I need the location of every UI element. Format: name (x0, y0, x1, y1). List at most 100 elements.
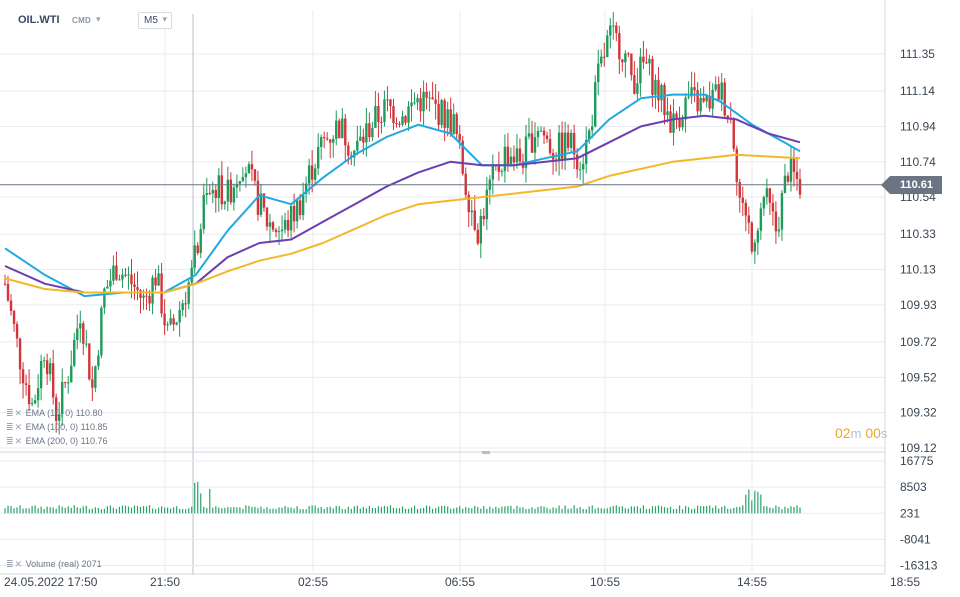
candle-body (124, 274, 127, 276)
candle-body (244, 173, 248, 178)
candle-body (416, 98, 419, 103)
volume-bars (4, 481, 801, 514)
settings-icon[interactable]: ≣ (6, 436, 14, 446)
candle-body (506, 146, 510, 164)
time-tick-label: 21:50 (150, 575, 180, 589)
candle-body (600, 56, 603, 64)
candle-body (304, 183, 308, 194)
close-icon[interactable]: ✕ (14, 422, 23, 432)
candle-body (699, 98, 702, 112)
candle-body (759, 208, 763, 231)
candle-body (6, 283, 10, 301)
timeframe-select[interactable]: M5 ▾ (138, 12, 172, 29)
volume-tick-label: -16313 (900, 559, 938, 573)
candle-body (30, 403, 34, 405)
candle-body (253, 169, 257, 181)
candle-body (85, 343, 88, 345)
price-tick-label: 109.52 (900, 370, 937, 384)
candle-body (407, 106, 410, 123)
price-tick-label: 109.32 (900, 406, 937, 420)
candle-body (744, 202, 747, 216)
candle-body (491, 165, 495, 180)
candle-body (226, 179, 230, 202)
pane-resize-handle[interactable] (482, 451, 490, 454)
candle-body (109, 280, 112, 287)
candle-body (597, 63, 600, 83)
candle-body (584, 139, 588, 164)
candle-body (235, 183, 239, 188)
candle-body (199, 229, 202, 254)
candle-body (238, 180, 242, 184)
symbol-label[interactable]: OIL.WTI (18, 14, 60, 26)
close-icon[interactable]: ✕ (14, 408, 23, 418)
candle-body (542, 130, 546, 136)
settings-icon[interactable]: ≣ (6, 559, 14, 569)
candle-body (792, 157, 796, 172)
candle-body (202, 194, 205, 230)
settings-icon[interactable]: ≣ (6, 422, 14, 432)
candle-body (127, 274, 130, 276)
price-tick-label: 109.72 (900, 335, 937, 349)
candle-body (48, 363, 52, 375)
candle-body (301, 193, 305, 216)
candle-body (79, 323, 82, 329)
candle-body (208, 193, 211, 195)
candle-body (654, 79, 657, 95)
candle-body (401, 116, 404, 125)
candle-body (452, 114, 455, 135)
candle-body (684, 97, 687, 120)
candle-body (395, 123, 398, 125)
volume-tick-label: 231 (900, 506, 920, 520)
candle-body (458, 133, 461, 141)
candle-body (247, 164, 251, 174)
candle-body (356, 140, 359, 151)
candle-body (398, 123, 401, 125)
candle-body (142, 295, 145, 298)
candle-body (581, 163, 585, 170)
timeframe-value: M5 (144, 15, 158, 26)
volume-legend[interactable]: ≣✕ Volume (real) 2071 (6, 559, 102, 569)
candle-body (648, 58, 651, 64)
candle-body (509, 156, 513, 164)
candle-body (94, 366, 97, 388)
candle-body (780, 192, 784, 230)
candle-body (319, 137, 323, 147)
price-tick-label: 109.93 (900, 298, 937, 312)
candle-body (187, 282, 190, 304)
candle-body (12, 310, 16, 324)
candle-body (627, 53, 630, 55)
ema-100-legend[interactable]: ≣✕ EMA (100, 0) 110.85 (6, 422, 108, 432)
candle-body (91, 379, 94, 388)
candle-body (455, 114, 458, 134)
candle-body (61, 382, 64, 415)
candle-body (310, 165, 314, 180)
candle-body (316, 146, 320, 169)
candle-body (467, 194, 470, 213)
candle-body (371, 127, 374, 138)
candle-body (768, 188, 772, 203)
candle-body (777, 229, 781, 232)
candle-body (527, 133, 531, 137)
candle-body (461, 140, 464, 174)
close-icon[interactable]: ✕ (14, 559, 23, 569)
candle-body (473, 210, 476, 230)
candle-body (672, 113, 675, 133)
candle-body (76, 328, 79, 340)
price-tick-label: 111.35 (900, 47, 935, 61)
settings-icon[interactable]: ≣ (6, 408, 14, 418)
candle-body (618, 33, 621, 60)
candle-body (277, 231, 281, 233)
candle-body (798, 179, 802, 195)
candle-body (338, 120, 341, 139)
ema-line (4, 114, 801, 294)
candle-body (323, 137, 326, 139)
candle-body (175, 322, 178, 325)
ema-10-legend[interactable]: ≣✕ EMA (10, 0) 110.80 (6, 408, 103, 418)
ema-200-legend[interactable]: ≣✕ EMA (200, 0) 110.76 (6, 436, 108, 446)
candle-body (389, 99, 392, 107)
symbol-dropdown-icon[interactable]: ▾ (96, 14, 101, 24)
candle-body (690, 87, 693, 97)
candle-body (663, 84, 666, 116)
close-icon[interactable]: ✕ (14, 436, 23, 446)
